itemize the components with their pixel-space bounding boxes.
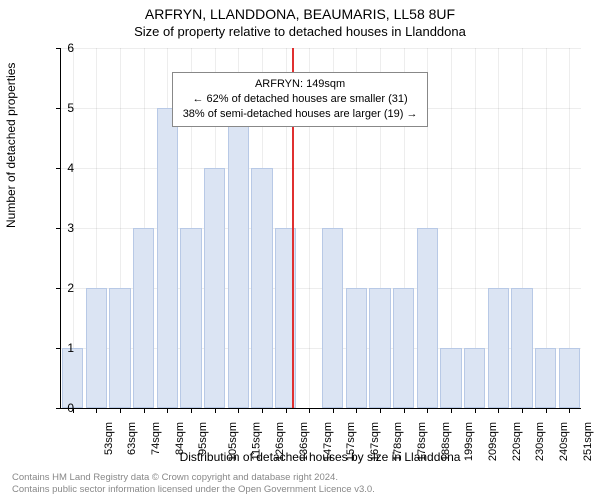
xtick-label: 115sqm	[250, 422, 262, 460]
bar	[393, 288, 414, 408]
gridline-h	[61, 48, 581, 49]
xtick-mark	[498, 408, 499, 413]
gridline-h	[61, 168, 581, 169]
xtick-label: 74sqm	[150, 422, 162, 455]
xtick-label: 136sqm	[298, 422, 310, 461]
xtick-mark	[569, 408, 570, 413]
xtick-mark	[96, 408, 97, 413]
bar	[559, 348, 580, 408]
xtick-label: 188sqm	[440, 422, 452, 461]
bar	[109, 288, 130, 408]
xtick-label: 95sqm	[197, 422, 209, 455]
bar	[251, 168, 272, 408]
xtick-label: 220sqm	[511, 422, 523, 461]
xtick-mark	[356, 408, 357, 413]
xtick-label: 105sqm	[227, 422, 239, 461]
bar	[133, 228, 154, 408]
attribution: Contains HM Land Registry data © Crown c…	[12, 472, 375, 496]
xtick-label: 209sqm	[487, 422, 499, 461]
xtick-mark	[215, 408, 216, 413]
xtick-label: 63sqm	[126, 422, 138, 455]
xtick-label: 53sqm	[103, 422, 115, 455]
xtick-mark	[262, 408, 263, 413]
plot-area: ARFRYN: 149sqm← 62% of detached houses a…	[60, 48, 581, 409]
ytick-label: 0	[54, 401, 74, 415]
attribution-line1: Contains HM Land Registry data © Crown c…	[12, 472, 375, 484]
bar	[464, 348, 485, 408]
xtick-mark	[144, 408, 145, 413]
annotation-line: ← 62% of detached houses are smaller (31…	[183, 92, 418, 107]
attribution-line2: Contains public sector information licen…	[12, 484, 375, 496]
annotation-box: ARFRYN: 149sqm← 62% of detached houses a…	[172, 72, 429, 127]
xtick-label: 230sqm	[534, 422, 546, 461]
annotation-line: 38% of semi-detached houses are larger (…	[183, 107, 418, 122]
xtick-label: 157sqm	[345, 422, 357, 461]
bar	[322, 228, 343, 408]
bar	[511, 288, 532, 408]
bar	[440, 348, 461, 408]
xtick-mark	[380, 408, 381, 413]
ytick-label: 4	[54, 161, 74, 175]
bar	[488, 288, 509, 408]
xtick-label: 251sqm	[582, 422, 594, 461]
ytick-label: 3	[54, 221, 74, 235]
xtick-mark	[451, 408, 452, 413]
xtick-mark	[475, 408, 476, 413]
chart-subtitle: Size of property relative to detached ho…	[0, 24, 600, 39]
xtick-mark	[333, 408, 334, 413]
bar	[228, 108, 249, 408]
ytick-label: 5	[54, 101, 74, 115]
xtick-label: 84sqm	[174, 422, 186, 455]
xtick-mark	[427, 408, 428, 413]
xtick-label: 240sqm	[558, 422, 570, 461]
xtick-mark	[120, 408, 121, 413]
bar	[204, 168, 225, 408]
bar	[180, 228, 201, 408]
xtick-label: 178sqm	[416, 422, 428, 461]
bar	[346, 288, 367, 408]
ytick-label: 2	[54, 281, 74, 295]
annotation-line: ARFRYN: 149sqm	[183, 77, 418, 92]
xtick-mark	[238, 408, 239, 413]
xtick-mark	[191, 408, 192, 413]
xtick-mark	[167, 408, 168, 413]
xtick-label: 167sqm	[369, 422, 381, 461]
gridline-h	[61, 408, 581, 409]
xtick-mark	[286, 408, 287, 413]
xtick-mark	[546, 408, 547, 413]
ytick-label: 6	[54, 41, 74, 55]
xtick-mark	[522, 408, 523, 413]
bar	[157, 108, 178, 408]
xtick-mark	[404, 408, 405, 413]
bar	[417, 228, 438, 408]
ytick-label: 1	[54, 341, 74, 355]
xtick-label: 147sqm	[322, 422, 334, 461]
bar	[369, 288, 390, 408]
xtick-label: 126sqm	[274, 422, 286, 461]
chart-title-address: ARFRYN, LLANDDONA, BEAUMARIS, LL58 8UF	[0, 6, 600, 22]
xtick-label: 178sqm	[393, 422, 405, 461]
bar	[62, 348, 83, 408]
bar	[535, 348, 556, 408]
y-axis-label: Number of detached properties	[4, 63, 18, 228]
xtick-label: 199sqm	[464, 422, 476, 461]
bar	[86, 288, 107, 408]
xtick-mark	[309, 408, 310, 413]
